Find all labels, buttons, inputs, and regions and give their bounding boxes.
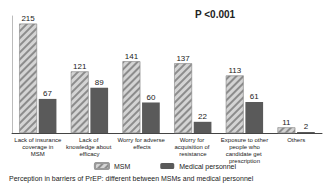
- svg-text:60: 60: [146, 93, 155, 102]
- svg-text:P <0.001: P <0.001: [195, 9, 236, 20]
- svg-text:effects: effects: [132, 144, 151, 150]
- svg-text:Medical personnel: Medical personnel: [179, 163, 236, 171]
- svg-text:Exposure to other: Exposure to other: [221, 137, 268, 143]
- svg-text:67: 67: [43, 89, 52, 98]
- svg-text:Others: Others: [287, 137, 305, 143]
- svg-text:Perception in barriers of PrEP: Perception in barriers of PrEP: differen…: [9, 175, 254, 183]
- svg-text:acquisition of: acquisition of: [174, 144, 211, 150]
- svg-text:113: 113: [228, 66, 241, 75]
- svg-text:215: 215: [21, 14, 35, 23]
- svg-text:MSM: MSM: [114, 163, 131, 170]
- svg-text:people who: people who: [227, 144, 261, 150]
- svg-text:Lack of: Lack of: [79, 137, 100, 143]
- svg-text:efficacy: efficacy: [79, 151, 99, 157]
- svg-text:121: 121: [73, 62, 87, 71]
- svg-text:prescription: prescription: [229, 157, 260, 164]
- svg-text:11: 11: [282, 118, 291, 127]
- svg-text:61: 61: [250, 92, 259, 101]
- svg-text:Worry for adverse: Worry for adverse: [117, 137, 165, 143]
- svg-text:2: 2: [304, 122, 309, 131]
- svg-text:89: 89: [95, 78, 104, 87]
- svg-text:22: 22: [198, 112, 207, 121]
- svg-text:MSM: MSM: [31, 151, 45, 157]
- svg-text:knowledge about: knowledge about: [66, 144, 113, 150]
- svg-text:137: 137: [176, 54, 190, 63]
- svg-text:Worry for: Worry for: [180, 137, 206, 143]
- svg-text:resistance: resistance: [179, 151, 207, 157]
- svg-text:Lack of insurance: Lack of insurance: [14, 137, 62, 143]
- svg-text:coverage in: coverage in: [21, 144, 55, 150]
- svg-text:candidate get: candidate get: [226, 151, 264, 157]
- svg-text:141: 141: [125, 52, 139, 61]
